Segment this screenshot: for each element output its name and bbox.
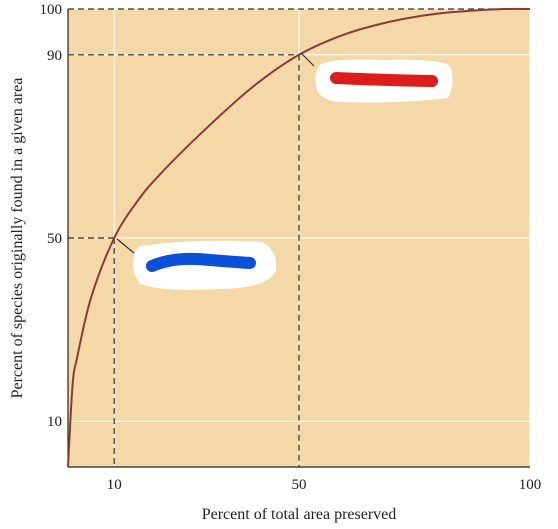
y-tick-label-10: 10 xyxy=(47,414,62,430)
y-tick-label-50: 50 xyxy=(47,231,62,247)
y-tick-label-100: 100 xyxy=(40,2,63,18)
x-tick-label-10: 10 xyxy=(107,477,122,493)
x-tick-label-100: 100 xyxy=(519,477,542,493)
y-axis-label: Percent of species originally found in a… xyxy=(9,78,26,399)
annotation-leader-lower xyxy=(116,238,135,254)
tick-labels: 10 50 100 10 50 90 100 xyxy=(40,2,542,493)
y-tick-label-90: 90 xyxy=(47,48,62,64)
annotation-leader-upper xyxy=(300,52,315,67)
annotation-upper xyxy=(300,52,453,103)
reference-lines xyxy=(68,8,530,467)
x-axis-label: Percent of total area preserved xyxy=(202,506,397,523)
x-tick-label-50: 50 xyxy=(292,477,307,493)
blue-mark xyxy=(146,252,256,272)
annotation-lower xyxy=(116,238,277,290)
red-mark xyxy=(330,72,438,87)
species-area-curve xyxy=(67,7,531,468)
